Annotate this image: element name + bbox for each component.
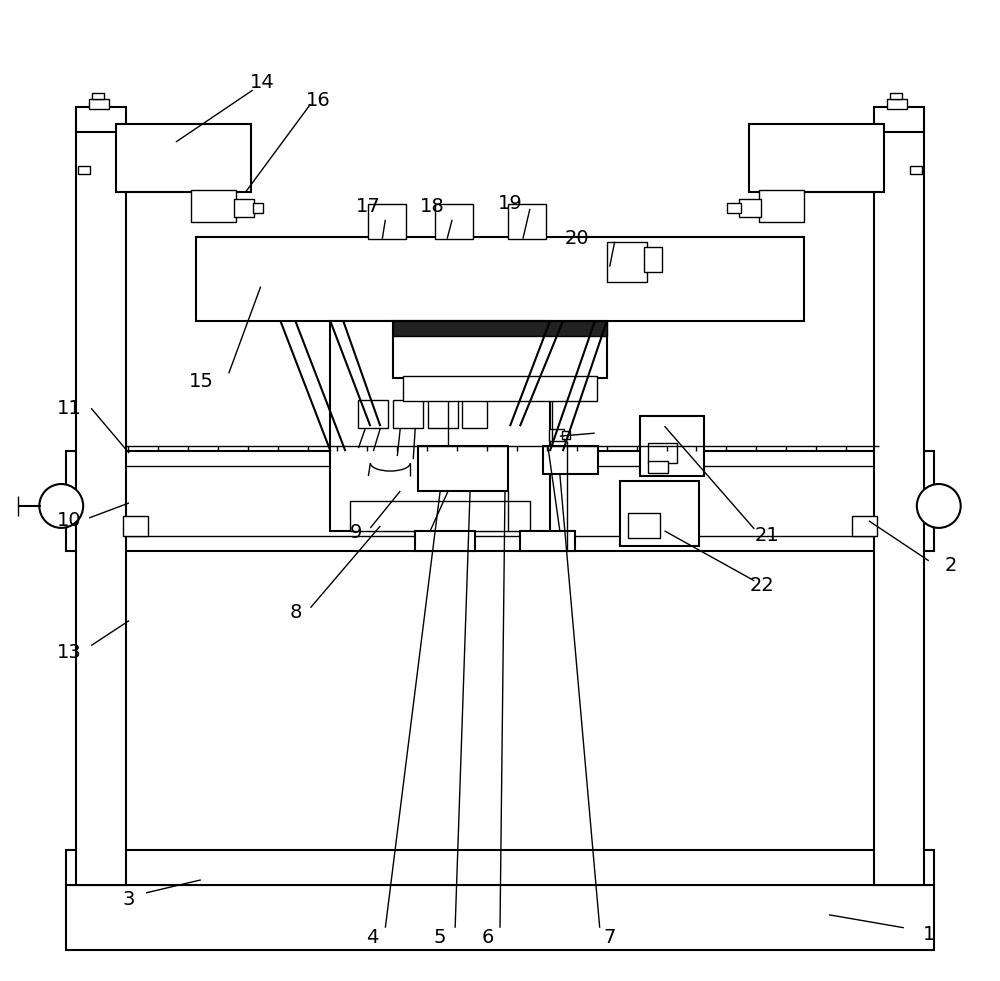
Bar [393,322,607,336]
Text: 6: 6 [482,928,494,948]
Text: 11: 11 [57,398,82,418]
Bar [749,124,884,192]
Bar [910,166,922,174]
Text: 1: 1 [923,925,935,945]
Bar [66,850,934,885]
Text: 14: 14 [250,73,275,91]
Bar [76,127,126,885]
Bar [890,93,902,99]
Bar [874,127,924,885]
Text: 21: 21 [755,527,780,545]
Bar [462,400,487,428]
Bar [81,466,919,536]
Text: 3: 3 [123,891,135,909]
Text: 7: 7 [604,928,616,948]
Bar [739,199,761,217]
Bar [116,124,251,192]
Bar [520,531,575,550]
Text: 20: 20 [564,230,589,248]
Text: 9: 9 [350,524,363,542]
Bar [66,451,934,550]
Bar [759,190,804,222]
Circle shape [917,484,961,528]
Bar [234,199,254,217]
Bar [89,99,109,109]
Bar [92,93,104,99]
Bar [648,443,677,463]
Text: 18: 18 [420,197,445,216]
Bar [253,203,263,213]
Bar [549,429,564,441]
Bar [607,241,647,282]
Text: 22: 22 [750,576,775,595]
Text: 19: 19 [498,194,522,213]
Text: 13: 13 [57,643,82,662]
Text: 5: 5 [434,928,446,948]
Bar [358,400,388,428]
Text: 4: 4 [366,928,379,948]
Bar [415,531,475,550]
Bar [727,203,741,213]
Bar [644,246,662,272]
Bar [78,166,90,174]
Bar [620,481,699,545]
Bar [887,99,907,109]
Bar [562,432,570,439]
Text: 16: 16 [306,90,331,110]
Bar [350,501,530,531]
Bar [403,377,597,401]
Bar [123,516,148,536]
Bar [640,416,704,476]
Bar [418,446,508,491]
Bar [191,190,236,222]
Bar [648,461,668,473]
Bar [628,513,660,538]
Bar [428,400,458,428]
Bar [76,107,126,132]
Bar [874,107,924,132]
Bar [852,516,877,536]
Bar [543,446,598,474]
Bar [330,322,550,531]
Bar [196,236,804,322]
Text: 8: 8 [289,603,302,622]
Bar [435,204,473,238]
Circle shape [39,484,83,528]
Text: 2: 2 [945,556,957,575]
Bar [508,204,546,238]
Bar [66,885,934,950]
Text: 10: 10 [57,511,82,531]
Bar [393,400,423,428]
Text: 15: 15 [188,372,213,390]
Text: 17: 17 [356,197,381,216]
Bar [393,322,607,379]
Bar [368,204,406,238]
